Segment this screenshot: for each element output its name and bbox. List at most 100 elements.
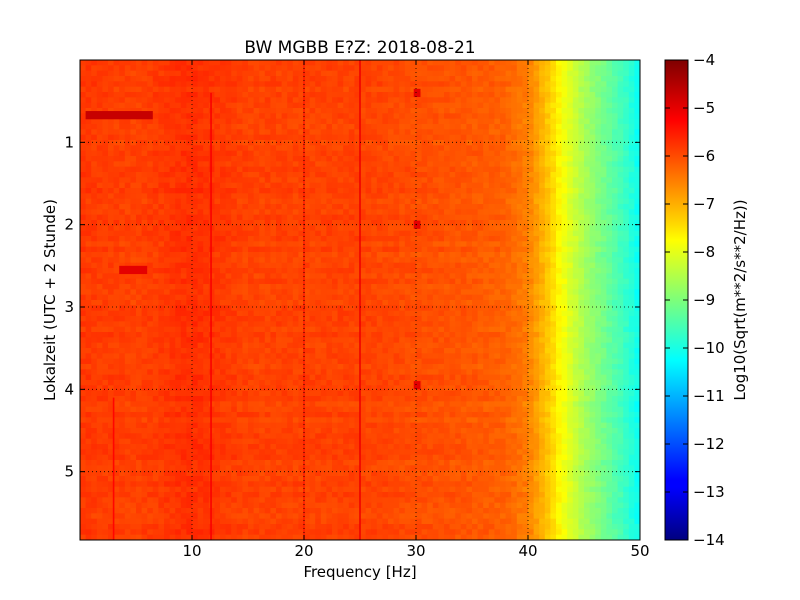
heatmap-cell	[180, 124, 187, 130]
heatmap-cell	[404, 316, 411, 322]
heatmap-cell	[528, 118, 535, 125]
heatmap-cell	[427, 241, 434, 248]
heatmap-cell	[455, 278, 462, 285]
heatmap-cell	[175, 193, 182, 200]
heatmap-cell	[466, 220, 473, 226]
heatmap-cell	[203, 108, 210, 114]
heatmap-cell	[455, 236, 462, 242]
heatmap-cell	[91, 220, 98, 226]
heatmap-cell	[91, 214, 98, 221]
heatmap-cell	[236, 273, 243, 280]
heatmap-cell	[108, 289, 115, 296]
heatmap-cell	[533, 236, 540, 242]
heatmap-cell	[332, 86, 339, 93]
heatmap-cell	[421, 321, 428, 328]
heatmap-cell	[617, 273, 624, 280]
heatmap-cell	[287, 124, 294, 130]
heatmap-cell	[617, 300, 624, 306]
heatmap-cell	[365, 310, 372, 317]
heatmap-cell	[595, 230, 602, 237]
heatmap-cell	[477, 198, 484, 205]
heatmap-cell	[399, 305, 406, 312]
heatmap-cell	[360, 81, 367, 88]
heatmap-cell	[276, 230, 283, 237]
heatmap-cell	[460, 284, 467, 290]
heatmap-cell	[539, 262, 546, 269]
heatmap-cell	[180, 129, 187, 136]
heatmap-cell	[332, 300, 339, 306]
heatmap-cell	[108, 193, 115, 200]
heatmap-cell	[332, 220, 339, 226]
heatmap-cell	[371, 86, 378, 93]
heatmap-cell	[623, 161, 630, 168]
heatmap-cell	[270, 246, 277, 253]
heatmap-cell	[152, 289, 159, 296]
heatmap-cell	[528, 209, 535, 216]
heatmap-cell	[102, 97, 109, 104]
heatmap-cell	[511, 76, 518, 82]
heatmap-cell	[208, 214, 215, 221]
heatmap-cell	[343, 310, 350, 317]
heatmap-cell	[253, 257, 260, 264]
heatmap-cell	[488, 204, 495, 210]
heatmap-cell	[371, 118, 378, 125]
heatmap-cell	[516, 60, 523, 66]
heatmap-cell	[584, 172, 591, 178]
heatmap-cell	[421, 204, 428, 210]
heatmap-cell	[85, 193, 92, 200]
heatmap-cell	[276, 321, 283, 328]
heatmap-cell	[533, 273, 540, 280]
heatmap-cell	[119, 209, 126, 216]
heatmap-cell	[360, 129, 367, 136]
heatmap-cell	[365, 268, 372, 274]
heatmap-cell	[169, 177, 176, 184]
heatmap-cell	[567, 129, 574, 136]
heatmap-cell	[500, 188, 507, 194]
heatmap-cell	[354, 182, 361, 189]
heatmap-cell	[175, 310, 182, 317]
heatmap-cell	[382, 268, 389, 274]
heatmap-cell	[80, 262, 87, 269]
heatmap-cell	[494, 209, 501, 216]
heatmap-cell	[404, 193, 411, 200]
heatmap-cell	[91, 310, 98, 317]
heatmap-cell	[197, 316, 204, 322]
heatmap-cell	[544, 188, 551, 194]
heatmap-cell	[96, 294, 103, 301]
heatmap-cell	[259, 300, 266, 306]
heatmap-cell	[348, 204, 355, 210]
heatmap-cell	[147, 161, 154, 168]
heatmap-cell	[276, 188, 283, 194]
heatmap-cell	[80, 70, 87, 77]
heatmap-cell	[337, 177, 344, 184]
heatmap-cell	[147, 220, 154, 226]
heatmap-cell	[556, 172, 563, 178]
heatmap-cell	[617, 60, 624, 66]
heatmap-cell	[326, 305, 333, 312]
heatmap-cell	[91, 321, 98, 328]
heatmap-cell	[578, 166, 585, 173]
heatmap-cell	[124, 220, 131, 226]
heatmap-cell	[236, 97, 243, 104]
heatmap-cell	[388, 118, 395, 125]
heatmap-cell	[494, 97, 501, 104]
heatmap-cell	[253, 268, 260, 274]
heatmap-cell	[130, 60, 137, 66]
heatmap-cell	[309, 81, 316, 88]
heatmap-cell	[315, 225, 322, 232]
heatmap-cell	[360, 278, 367, 285]
heatmap-cell	[449, 92, 456, 98]
heatmap-cell	[264, 188, 271, 194]
heatmap-cell	[164, 145, 171, 152]
heatmap-cell	[192, 134, 199, 141]
heatmap-cell	[85, 284, 92, 290]
heatmap-cell	[320, 182, 327, 189]
heatmap-cell	[421, 177, 428, 184]
heatmap-cell	[376, 209, 383, 216]
heatmap-cell	[158, 284, 165, 290]
heatmap-cell	[393, 134, 400, 141]
heatmap-cell	[175, 220, 182, 226]
heatmap-cell	[281, 102, 288, 109]
heatmap-cell	[550, 236, 557, 242]
heatmap-cell	[376, 241, 383, 248]
